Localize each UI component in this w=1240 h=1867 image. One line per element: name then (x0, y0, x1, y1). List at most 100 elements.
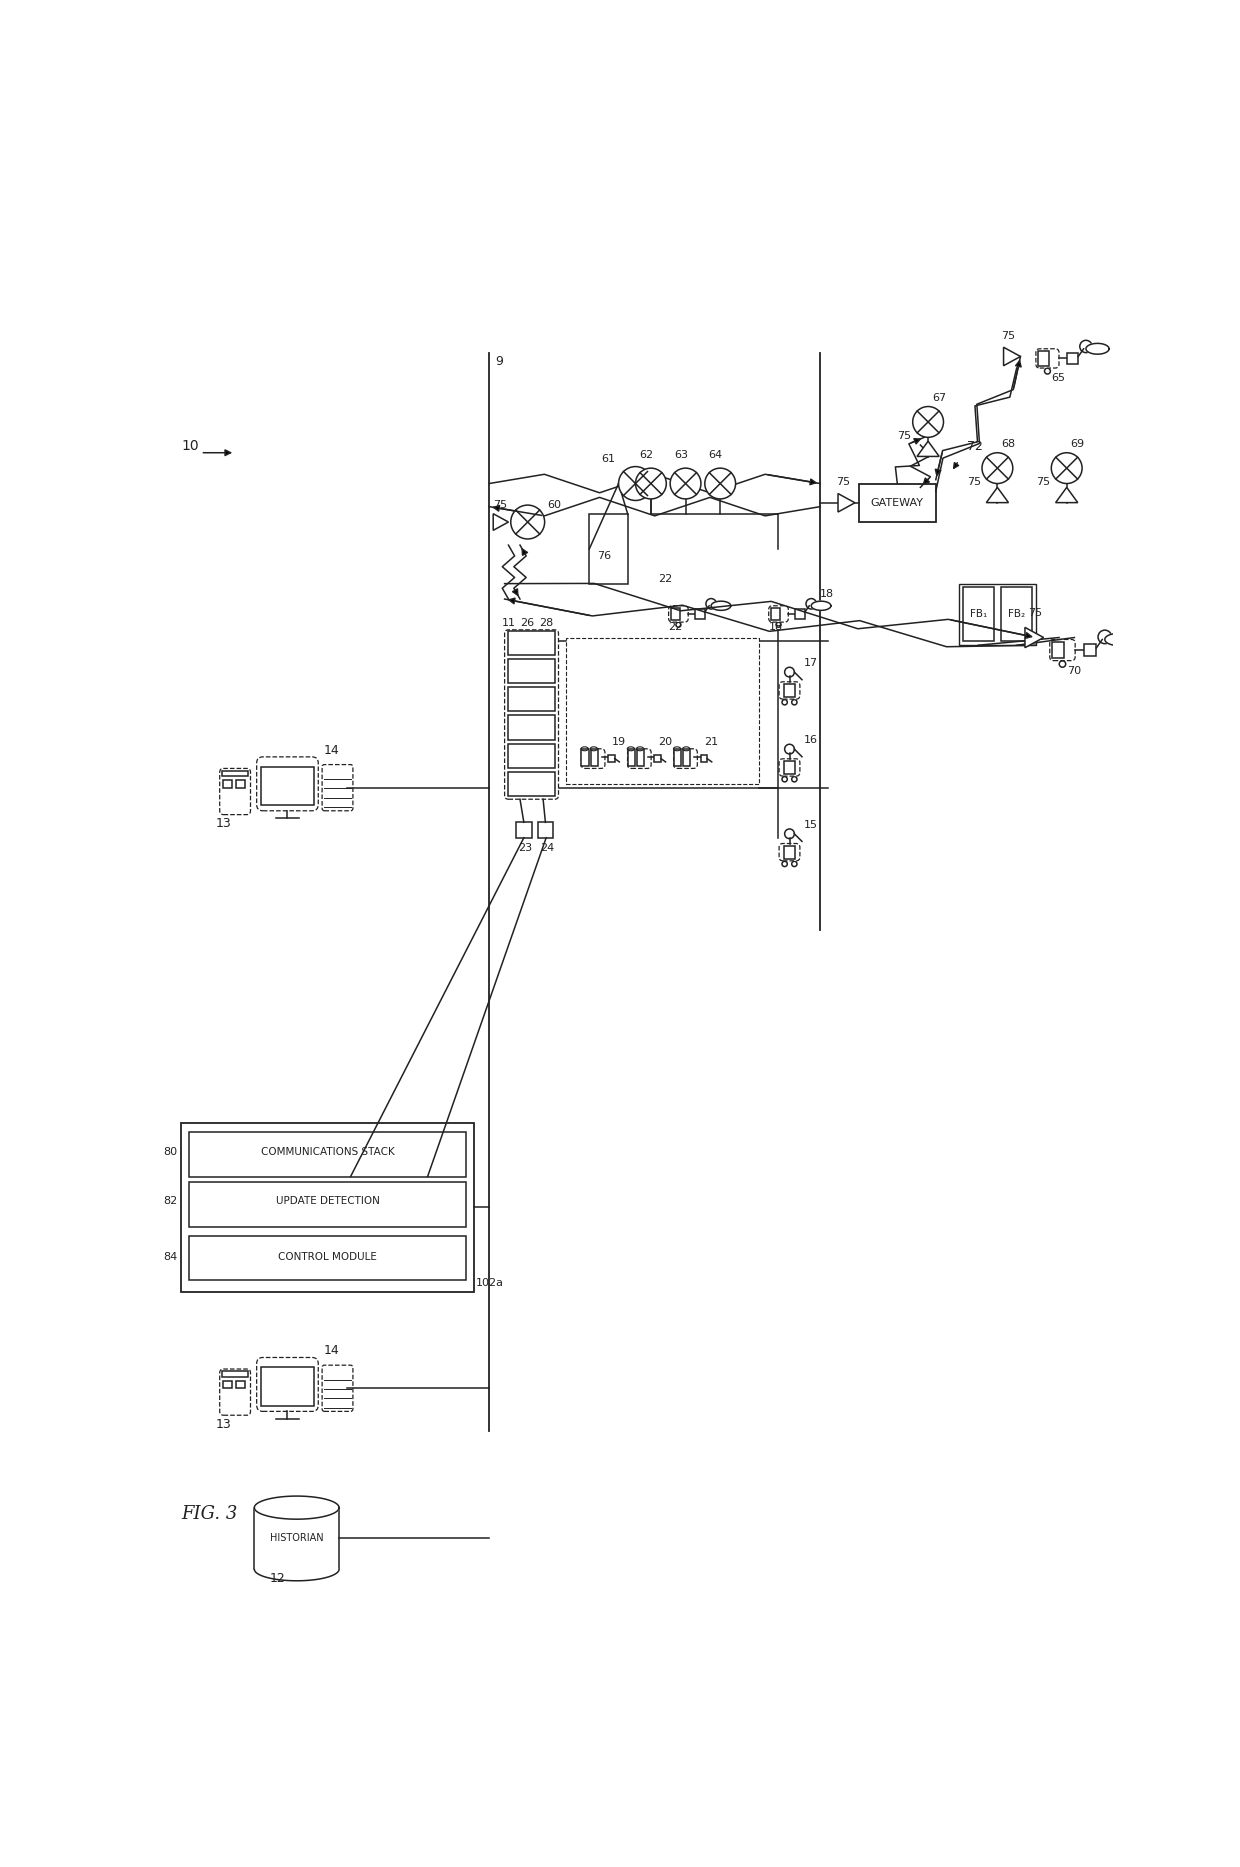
FancyBboxPatch shape (769, 605, 789, 622)
FancyBboxPatch shape (1035, 349, 1059, 368)
Circle shape (782, 861, 787, 866)
FancyBboxPatch shape (636, 749, 644, 767)
Text: 22: 22 (668, 622, 683, 631)
Circle shape (782, 777, 787, 782)
FancyBboxPatch shape (507, 687, 556, 711)
FancyBboxPatch shape (181, 1122, 474, 1292)
Text: 70: 70 (1066, 667, 1081, 676)
Text: 15: 15 (804, 820, 817, 829)
Text: 65: 65 (1052, 373, 1065, 383)
Polygon shape (1105, 633, 1130, 646)
Text: 23: 23 (518, 844, 533, 853)
Text: 75: 75 (494, 500, 507, 510)
FancyBboxPatch shape (507, 659, 556, 683)
Circle shape (791, 700, 797, 706)
FancyBboxPatch shape (507, 631, 556, 655)
FancyBboxPatch shape (1050, 640, 1075, 661)
FancyBboxPatch shape (322, 1365, 353, 1411)
FancyBboxPatch shape (627, 749, 651, 769)
FancyBboxPatch shape (567, 637, 759, 784)
Text: 26: 26 (520, 618, 534, 627)
Text: 63: 63 (675, 450, 688, 461)
FancyBboxPatch shape (188, 1182, 466, 1227)
Polygon shape (682, 747, 689, 751)
Polygon shape (712, 601, 730, 611)
Circle shape (704, 469, 735, 498)
FancyBboxPatch shape (1001, 588, 1032, 642)
FancyBboxPatch shape (322, 765, 353, 810)
Text: 28: 28 (539, 618, 553, 627)
FancyBboxPatch shape (771, 609, 780, 620)
FancyBboxPatch shape (505, 629, 558, 799)
Text: 75: 75 (1035, 478, 1050, 487)
Text: 61: 61 (601, 454, 615, 465)
FancyBboxPatch shape (671, 609, 680, 620)
Polygon shape (627, 747, 635, 751)
Text: 20: 20 (657, 737, 672, 747)
Polygon shape (838, 493, 854, 512)
Text: CONTROL MODULE: CONTROL MODULE (278, 1253, 377, 1262)
FancyBboxPatch shape (582, 749, 589, 767)
FancyBboxPatch shape (222, 771, 248, 777)
Text: 76: 76 (596, 551, 611, 560)
FancyBboxPatch shape (188, 1131, 466, 1176)
Text: 72: 72 (967, 441, 982, 452)
Circle shape (785, 667, 795, 678)
Text: 62: 62 (640, 450, 653, 461)
Circle shape (1059, 661, 1065, 667)
Polygon shape (918, 441, 939, 456)
Text: 80: 80 (164, 1146, 177, 1158)
Circle shape (913, 407, 944, 437)
Circle shape (791, 777, 797, 782)
Polygon shape (254, 1570, 339, 1581)
Text: FB₂: FB₂ (1008, 609, 1025, 620)
Circle shape (706, 599, 717, 609)
FancyBboxPatch shape (779, 758, 800, 777)
FancyBboxPatch shape (188, 1236, 466, 1281)
Text: 18: 18 (821, 588, 835, 599)
FancyBboxPatch shape (655, 756, 661, 762)
Text: 75: 75 (836, 478, 849, 487)
FancyBboxPatch shape (257, 756, 319, 810)
FancyBboxPatch shape (223, 780, 232, 788)
Text: FIG. 3: FIG. 3 (181, 1505, 238, 1523)
Polygon shape (1025, 627, 1044, 648)
FancyBboxPatch shape (507, 771, 556, 795)
Text: 10: 10 (181, 439, 198, 452)
Circle shape (785, 829, 795, 838)
Circle shape (791, 861, 797, 866)
FancyBboxPatch shape (701, 756, 707, 762)
FancyBboxPatch shape (962, 588, 993, 642)
FancyBboxPatch shape (219, 1369, 250, 1415)
Polygon shape (582, 747, 588, 751)
FancyBboxPatch shape (779, 844, 800, 861)
Text: 75: 75 (1028, 609, 1043, 618)
Text: 82: 82 (164, 1197, 177, 1206)
FancyBboxPatch shape (260, 1367, 315, 1406)
Circle shape (635, 469, 666, 498)
FancyBboxPatch shape (859, 484, 936, 523)
Polygon shape (673, 747, 681, 751)
Text: 12: 12 (270, 1572, 285, 1585)
Polygon shape (636, 747, 644, 751)
Text: 11: 11 (502, 618, 516, 627)
Text: 68: 68 (1001, 439, 1016, 448)
FancyBboxPatch shape (223, 1380, 232, 1389)
Circle shape (670, 469, 701, 498)
Circle shape (982, 452, 1013, 484)
FancyBboxPatch shape (779, 681, 800, 698)
FancyBboxPatch shape (582, 749, 605, 769)
Text: 69: 69 (1070, 439, 1085, 448)
FancyBboxPatch shape (507, 743, 556, 767)
FancyBboxPatch shape (219, 769, 250, 814)
FancyBboxPatch shape (1066, 353, 1079, 364)
Text: 16: 16 (804, 736, 817, 745)
Circle shape (1044, 368, 1050, 373)
Circle shape (511, 506, 544, 540)
Text: FB₁: FB₁ (970, 609, 987, 620)
FancyBboxPatch shape (590, 749, 598, 767)
Text: 9: 9 (495, 355, 503, 368)
Text: 22: 22 (658, 573, 673, 584)
Circle shape (619, 467, 652, 500)
Circle shape (1099, 631, 1111, 644)
